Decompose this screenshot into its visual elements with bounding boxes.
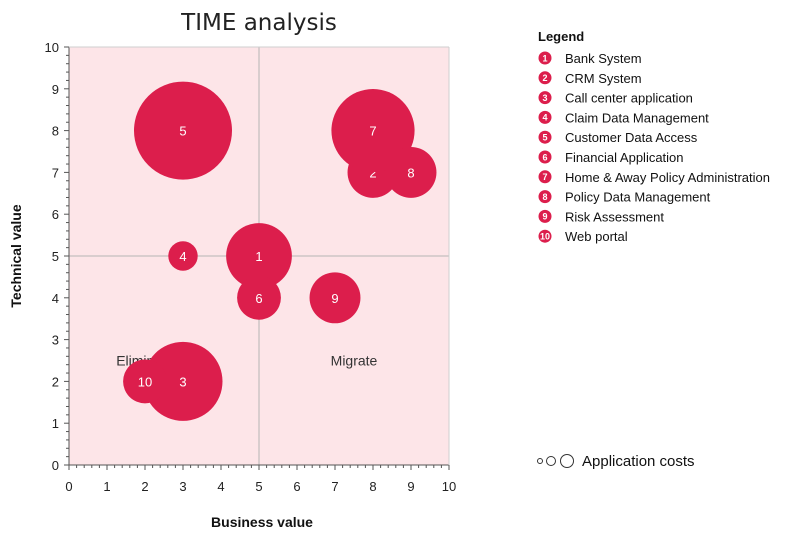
legend-marker-3: [538, 91, 552, 105]
size-legend-small-circle: [537, 458, 543, 464]
quadrant-label: Migrate: [331, 353, 378, 369]
x-tick-label: 0: [65, 479, 72, 494]
legend-marker-number: 5: [542, 133, 547, 143]
x-tick-label: 8: [369, 479, 376, 494]
legend-marker-2: [538, 71, 552, 85]
y-tick-label: 1: [52, 416, 59, 431]
legend-item-label: Home & Away Policy Administration: [565, 170, 770, 185]
legend-marker-8: [538, 190, 552, 204]
legend-marker-number: 7: [542, 172, 547, 182]
legend-item-label: CRM System: [565, 71, 642, 86]
x-tick-label: 7: [331, 479, 338, 494]
bubble-label-6: 6: [255, 291, 262, 306]
bubble-label-9: 9: [331, 291, 338, 306]
bubble-label-3: 3: [179, 374, 186, 389]
legend-marker-5: [538, 130, 552, 144]
bubble-label-8: 8: [407, 165, 414, 180]
bubble-4: [168, 241, 198, 271]
legend-item-label: Call center application: [565, 91, 693, 106]
y-tick-label: 5: [52, 249, 59, 264]
size-legend-medium-circle: [546, 456, 556, 466]
legend-marker-number: 10: [540, 232, 550, 242]
y-tick-label: 8: [52, 124, 59, 139]
x-tick-label: 4: [217, 479, 224, 494]
bubble-3: [143, 341, 223, 421]
plot-area: EliminateInvestMigrate012345678910012345…: [45, 40, 457, 494]
bubble-label-4: 4: [179, 249, 186, 264]
x-tick-label: 2: [141, 479, 148, 494]
legend-item-label: Claim Data Management: [565, 110, 709, 125]
legend-item-label: Bank System: [565, 51, 642, 66]
chart-title: TIME analysis: [180, 10, 337, 36]
legend-marker-9: [538, 209, 552, 223]
size-legend: Application costs: [537, 453, 695, 470]
legend-marker-number: 9: [542, 212, 547, 222]
x-tick-label: 5: [255, 479, 262, 494]
x-tick-label: 6: [293, 479, 300, 494]
legend-item-label: Web portal: [565, 229, 628, 244]
legend-marker-6: [538, 150, 552, 164]
legend-item-label: Risk Assessment: [565, 209, 664, 224]
x-tick-label: 3: [179, 479, 186, 494]
bubble-10: [123, 359, 167, 404]
y-axis-title: Technical value: [8, 204, 24, 307]
bubble-7: [331, 89, 415, 173]
legend-item-label: Financial Application: [565, 150, 684, 165]
legend-marker-10: [538, 229, 552, 243]
legend-item-label: Customer Data Access: [565, 130, 698, 145]
x-tick-label: 1: [103, 479, 110, 494]
bubble-8: [385, 146, 437, 198]
bubble-label-10: 10: [138, 374, 152, 389]
x-tick-label: 10: [442, 479, 456, 494]
y-tick-label: 9: [52, 82, 59, 97]
legend-marker-1: [538, 51, 552, 65]
y-tick-label: 10: [45, 40, 59, 55]
legend-marker-number: 4: [542, 113, 547, 123]
bubble-1: [226, 223, 292, 289]
legend-title: Legend: [538, 29, 584, 44]
y-tick-label: 7: [52, 165, 59, 180]
bubble-5: [134, 81, 232, 180]
bubble-label-2: 2: [369, 165, 376, 180]
legend-marker-number: 6: [542, 152, 547, 162]
legend: 1 Bank System 2 CRM System 3 Call center appl…: [538, 51, 770, 244]
legend-marker-number: 8: [542, 192, 547, 202]
legend-marker-number: 1: [542, 53, 547, 63]
legend-marker-7: [538, 170, 552, 184]
legend-marker-4: [538, 110, 552, 124]
bubble-label-7: 7: [369, 124, 376, 139]
legend-marker-number: 2: [542, 73, 547, 83]
size-legend-label: Application costs: [582, 453, 695, 470]
bubble-label-1: 1: [255, 249, 262, 264]
y-tick-label: 0: [52, 458, 59, 473]
y-tick-label: 6: [52, 207, 59, 222]
legend-marker-number: 3: [542, 93, 547, 103]
y-tick-label: 2: [52, 374, 59, 389]
x-tick-label: 9: [407, 479, 414, 494]
size-legend-large-circle: [560, 454, 574, 468]
legend-item-label: Policy Data Management: [565, 190, 711, 205]
bubble-9: [309, 272, 361, 324]
y-tick-label: 4: [52, 291, 59, 306]
x-axis-title: Business value: [211, 514, 313, 530]
bubble-6: [237, 275, 281, 320]
y-tick-label: 3: [52, 333, 59, 348]
bubble-label-5: 5: [179, 124, 186, 139]
